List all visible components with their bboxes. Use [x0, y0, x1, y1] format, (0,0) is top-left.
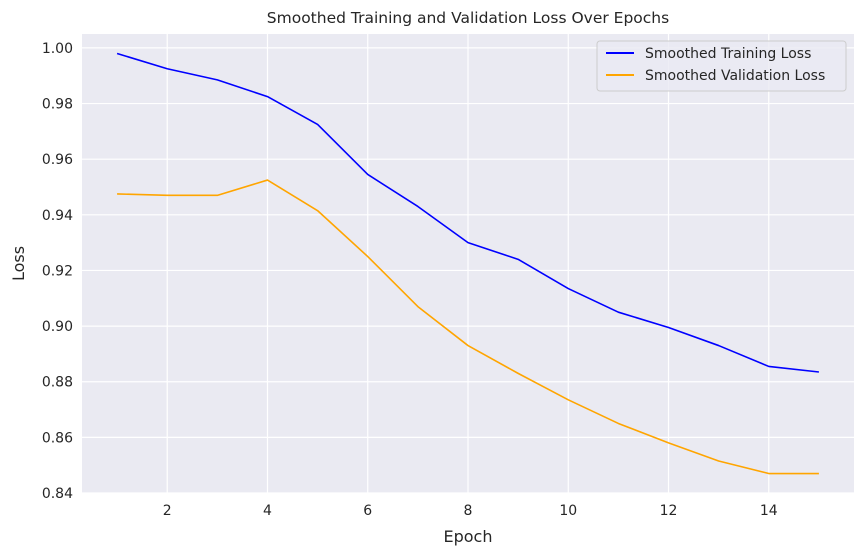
x-tick-label: 4 [263, 503, 272, 519]
training-loss-line [116, 52, 819, 373]
y-tick-label: 0.84 [42, 486, 73, 502]
series-lines [116, 52, 819, 475]
y-tick-label: 1.00 [42, 41, 73, 57]
y-axis-label: Loss [9, 246, 28, 281]
x-axis-label: Epoch [444, 527, 493, 546]
validation-loss-line [117, 179, 819, 475]
x-tick-label: 2 [163, 503, 172, 519]
legend-label-validation: Smoothed Validation Loss [645, 68, 825, 84]
x-tick-label: 6 [363, 503, 372, 519]
y-tick-label: 0.88 [42, 375, 73, 391]
y-tick-label: 0.90 [42, 319, 73, 335]
x-tick-label: 8 [464, 503, 473, 519]
y-tick-label: 0.96 [42, 152, 73, 168]
y-tick-label: 0.92 [42, 263, 73, 279]
legend-label-training: Smoothed Training Loss [645, 46, 811, 62]
y-tick-label: 0.94 [42, 208, 73, 224]
grid-lines [82, 34, 854, 494]
x-tick-label: 10 [559, 503, 577, 519]
y-tick-labels: 0.84 0.86 0.88 0.90 0.92 0.94 0.96 0.98 1.00 [42, 41, 73, 502]
legend: Smoothed Training Loss Smoothed Validati… [596, 40, 847, 92]
legend-box [596, 40, 847, 92]
x-tick-labels: 2 4 6 8 10 12 14 [163, 503, 778, 519]
x-tick-label: 14 [760, 503, 778, 519]
x-tick-label: 12 [660, 503, 678, 519]
y-tick-label: 0.86 [42, 430, 73, 446]
y-tick-label: 0.98 [42, 97, 73, 113]
chart-title: Smoothed Training and Validation Loss Ov… [267, 9, 669, 27]
